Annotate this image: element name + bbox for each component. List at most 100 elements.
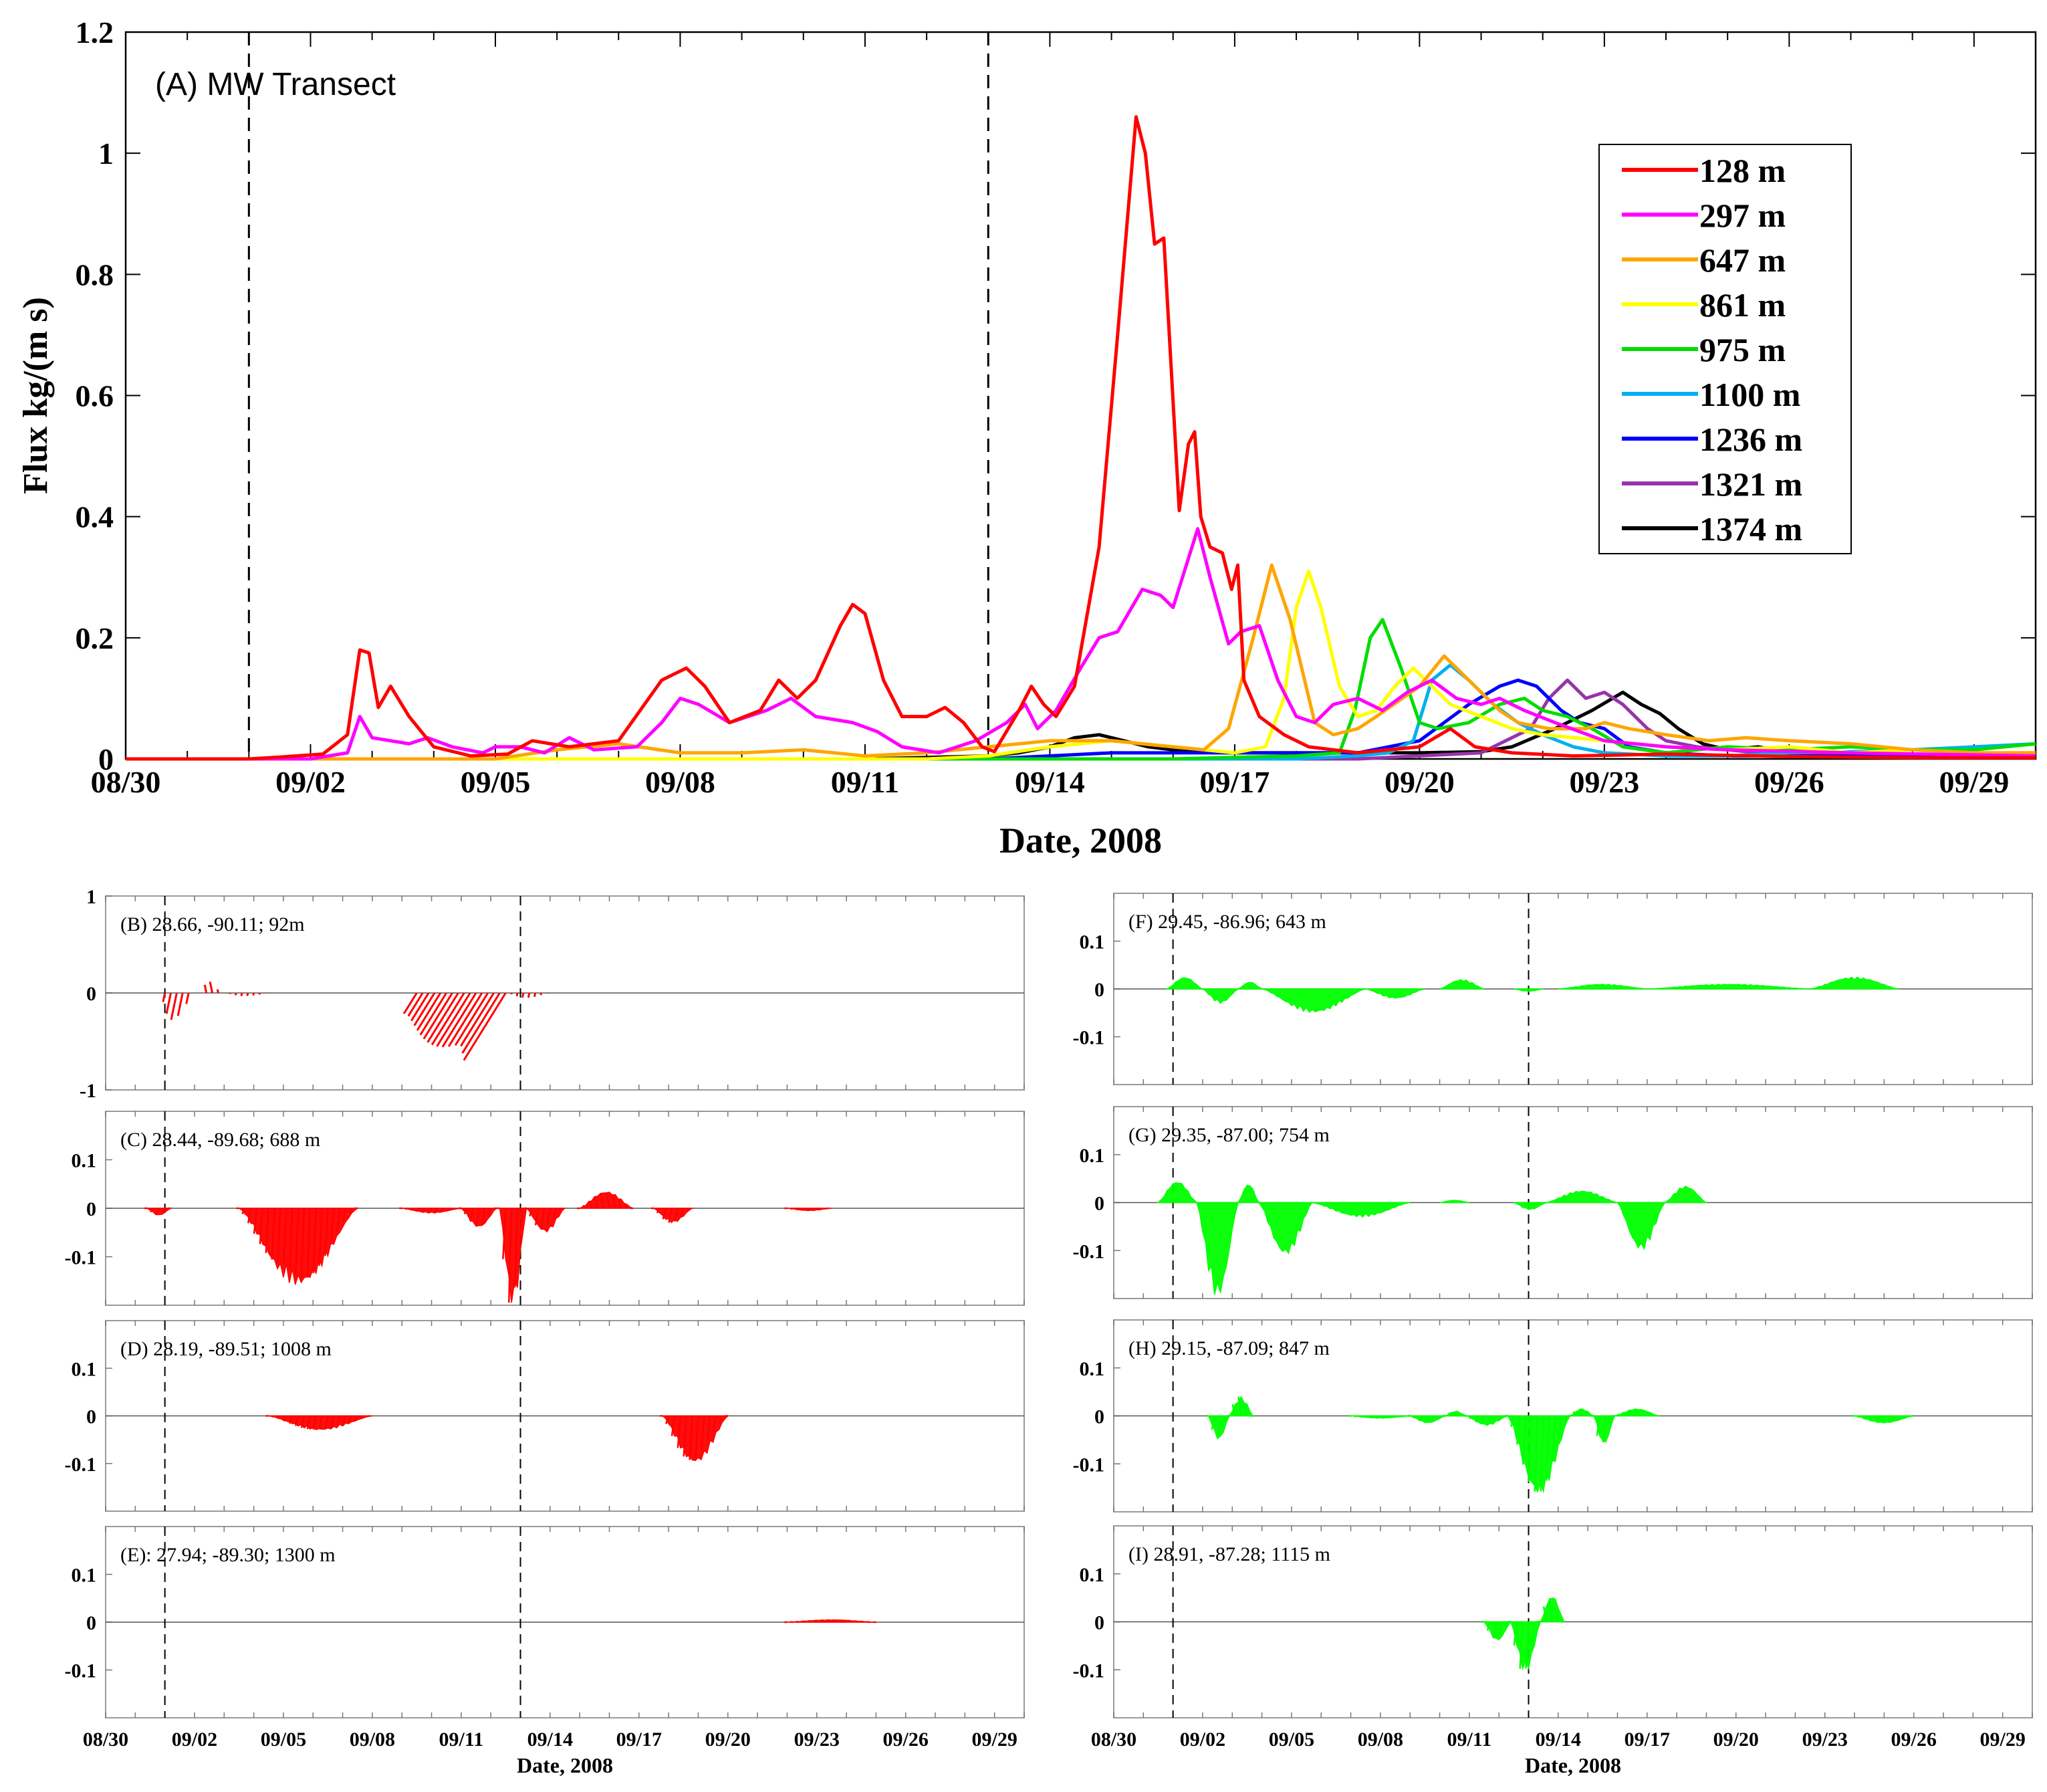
flux-bar — [1383, 1415, 1387, 1419]
flux-stick — [240, 992, 243, 996]
flux-bar — [1617, 1414, 1621, 1417]
panel-label: (F) 29.45, -86.96; 643 m — [1128, 911, 1326, 933]
flux-bar — [247, 1208, 252, 1224]
legend-entry: 1374 m — [1699, 510, 1802, 548]
flux-bar — [519, 1208, 525, 1230]
flux-area — [1616, 1202, 1666, 1250]
flux-bar — [1510, 1416, 1515, 1427]
flux-bar — [306, 1416, 312, 1430]
legend-entry: 297 m — [1699, 197, 1786, 234]
y-tick-label: -0.1 — [1073, 1240, 1105, 1262]
flux-area — [1439, 1200, 1470, 1204]
flux-bar — [155, 1208, 160, 1215]
flux-bar — [1622, 1412, 1627, 1417]
flux-stick — [252, 992, 255, 996]
flux-bar — [582, 1204, 586, 1209]
flux-stick — [463, 992, 507, 1061]
flux-bar — [1558, 1416, 1562, 1440]
flux-area — [1514, 988, 1544, 992]
flux-bar — [540, 1208, 546, 1230]
flux-bar — [324, 1416, 329, 1428]
flux-bar — [1893, 1415, 1897, 1422]
flux-bar — [1578, 1408, 1583, 1416]
flux-bar — [1486, 1416, 1491, 1424]
flux-stick — [423, 992, 453, 1040]
flux-bar — [475, 1208, 480, 1226]
flux-stick — [427, 992, 459, 1043]
flux-bar — [1237, 1396, 1242, 1416]
y-tick-label: 0 — [1094, 1612, 1104, 1634]
x-tick-label: 09/05 — [261, 1728, 306, 1751]
flux-area — [1165, 977, 1203, 990]
x-tick-label: 09/29 — [972, 1728, 1017, 1751]
panel-i: -0.1 0 0.1 (I) 28.91, -87.28; 1115 m 08/30 09… — [1073, 1525, 2033, 1777]
x-tick-label: 09/02 — [1180, 1728, 1225, 1751]
panel-label: (C) 28.44, -89.68; 688 m — [120, 1129, 320, 1151]
flux-bar — [1542, 1606, 1548, 1622]
panel-label: (E): 27.94; -89.30; 1300 m — [120, 1544, 336, 1566]
x-tick-label-a: 09/08 — [645, 765, 715, 799]
panel-h: -0.1 0 0.1 (H) 29.15, -87.09; 847 m — [1073, 1319, 2033, 1513]
panel-e: -0.1 0 0.1 (E): 27.94; -89.30; 1300 m 08/30 0… — [65, 1526, 1025, 1777]
y-tick-label: -0.1 — [1073, 1027, 1105, 1049]
flux-bar — [259, 1208, 264, 1244]
flux-bar — [1596, 1416, 1601, 1436]
flux-bar — [1448, 1412, 1453, 1417]
flux-bar — [1522, 1416, 1527, 1465]
flux-bar — [1641, 1410, 1645, 1417]
flux-area — [1196, 1202, 1239, 1295]
flux-bar — [1365, 1415, 1369, 1418]
flux-bar — [161, 1208, 166, 1213]
flux-area — [237, 1208, 359, 1285]
flux-bar — [677, 1416, 682, 1448]
flux-bar — [283, 1208, 287, 1264]
flux-bar — [849, 1619, 853, 1623]
legend-entry: 975 m — [1699, 331, 1786, 368]
flux-stick — [441, 992, 477, 1048]
flux-bar — [796, 1207, 800, 1211]
panel-c: -0.1 0 0.1 (C) 28.44, -89.68; 688 m — [65, 1111, 1025, 1306]
flux-stick — [234, 992, 237, 996]
flux-stick — [407, 992, 424, 1017]
y-tick-label: 0.1 — [1080, 1358, 1105, 1380]
flux-bar — [594, 1196, 598, 1209]
flux-bar — [534, 1208, 539, 1226]
flux-bar — [330, 1208, 335, 1245]
flux-stick — [416, 992, 442, 1031]
x-tick-label-a: 09/11 — [831, 765, 899, 799]
flux-bar — [1552, 1416, 1556, 1462]
x-tick-label-a: 08/30 — [91, 765, 161, 799]
x-tick-label: 09/26 — [1891, 1728, 1937, 1751]
x-tick-label-a: 09/26 — [1754, 765, 1824, 799]
x-tick-label-a: 09/02 — [275, 765, 346, 799]
flux-area — [1312, 1202, 1411, 1218]
flux-bar — [452, 1207, 456, 1210]
flux-bar — [1377, 1415, 1381, 1419]
flux-bar — [312, 1208, 317, 1274]
flux-bar — [507, 1208, 513, 1303]
y-tick-label-a: 0.8 — [76, 257, 114, 292]
flux-bar — [820, 1207, 824, 1210]
flux-bar — [1905, 1415, 1909, 1418]
flux-bar — [1504, 1621, 1509, 1627]
flux-bar — [336, 1416, 341, 1425]
flux-bar — [330, 1416, 335, 1427]
flux-bar — [1528, 1416, 1533, 1482]
flux-bar — [348, 1208, 352, 1214]
flux-bar — [434, 1208, 439, 1213]
flux-stick — [170, 992, 178, 1020]
flux-bar — [1857, 1415, 1861, 1418]
y-tick-label: 0 — [86, 983, 96, 1005]
flux-bar — [558, 1208, 563, 1212]
flux-stick — [431, 992, 465, 1046]
flux-bar — [342, 1208, 347, 1222]
x-tick-label-a: 09/23 — [1569, 765, 1639, 799]
x-tick-label: 09/11 — [439, 1728, 484, 1751]
flux-bar — [808, 1208, 812, 1212]
flux-bar — [1519, 1621, 1524, 1669]
y-tick-label: -0.1 — [1073, 1660, 1105, 1682]
y-tick-label-a: 0.6 — [76, 379, 114, 413]
x-tick-label-a: 09/05 — [461, 765, 531, 799]
flux-stick — [410, 992, 430, 1022]
panel-f: -0.1 0 0.1 (F) 29.45, -86.96; 643 m — [1073, 893, 2033, 1085]
